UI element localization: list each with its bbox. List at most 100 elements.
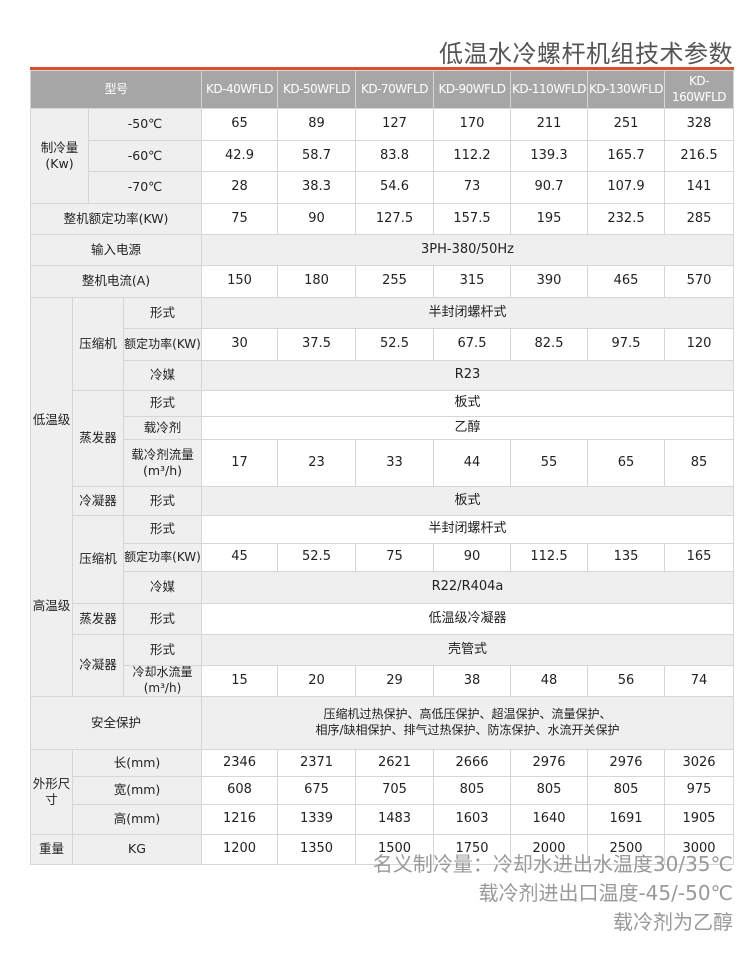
high-compressor-label: 压缩机 <box>73 516 123 603</box>
dimension-value: 1905 <box>665 805 733 834</box>
rated-power-value: 285 <box>665 204 733 234</box>
cooling-value: 328 <box>665 109 733 140</box>
dimension-label: 高(mm) <box>73 805 201 834</box>
flow-label: 载冷剂流量 (m³/h) <box>124 440 201 486</box>
dimension-label: 长(mm) <box>73 750 201 776</box>
low-compressor-power: 82.5 <box>511 329 587 360</box>
cooling-value: 38.3 <box>278 172 355 203</box>
type-label: 形式 <box>124 487 201 515</box>
current-value: 390 <box>511 266 587 297</box>
weight-value: 1750 <box>434 835 510 864</box>
high-condenser-label: 冷凝器 <box>73 635 123 696</box>
cooling-water-flow-value: 20 <box>278 666 355 696</box>
cooling-value: 112.2 <box>434 141 510 171</box>
power-label: 额定功率(KW) <box>124 544 201 571</box>
low-stage-label: 低温级 <box>31 298 72 543</box>
low-flow-value: 65 <box>588 440 664 486</box>
coolant-label: 载冷剂 <box>124 417 201 439</box>
cooling-value: 73 <box>434 172 510 203</box>
type-label: 形式 <box>124 516 201 543</box>
header-model: KD-40WFLD <box>202 71 277 108</box>
weight-value: 1200 <box>202 835 277 864</box>
dimension-value: 805 <box>511 777 587 804</box>
cooling-value: 251 <box>588 109 664 140</box>
temperature-label: -70℃ <box>89 172 201 203</box>
footnote: 名义制冷量：冷却水进出水温度30/35℃ <box>372 852 733 876</box>
cooling-water-flow-value: 48 <box>511 666 587 696</box>
cooling-value: 42.9 <box>202 141 277 171</box>
weight-value: 2000 <box>511 835 587 864</box>
header-model: KD-50WFLD <box>278 71 355 108</box>
cooling-value: 216.5 <box>665 141 733 171</box>
dimension-value: 1691 <box>588 805 664 834</box>
low-evaporator-type: 板式 <box>202 391 733 416</box>
type-label: 形式 <box>124 298 201 328</box>
accent-line <box>30 67 734 70</box>
high-compressor-type: 半封闭螺杆式 <box>202 516 733 543</box>
weight-value: 1500 <box>356 835 433 864</box>
cooling-water-flow-label: 冷却水流量(m³/h) <box>124 666 201 696</box>
footnote: 载冷剂为乙醇 <box>613 910 733 934</box>
current-value: 180 <box>278 266 355 297</box>
high-evaporator-type: 低温级冷凝器 <box>202 604 733 634</box>
high-compressor-power: 45 <box>202 544 277 571</box>
weight-value: 2500 <box>588 835 664 864</box>
cooling-value: 170 <box>434 109 510 140</box>
low-compressor-power: 30 <box>202 329 277 360</box>
dimension-value: 805 <box>434 777 510 804</box>
safety-value: 压缩机过热保护、高低压保护、超温保护、流量保护、 相序/缺相保护、排气过热保护、… <box>202 697 733 749</box>
low-compressor-power: 52.5 <box>356 329 433 360</box>
page-title: 低温水冷螺杆机组技术参数 <box>439 40 733 68</box>
low-flow-value: 85 <box>665 440 733 486</box>
cooling-value: 28 <box>202 172 277 203</box>
cooling-water-flow-value: 56 <box>588 666 664 696</box>
rated-power-label: 整机额定功率(KW) <box>31 204 201 234</box>
cooling-value: 65 <box>202 109 277 140</box>
cooling-value: 90.7 <box>511 172 587 203</box>
dimension-value: 1483 <box>356 805 433 834</box>
dimension-value: 1603 <box>434 805 510 834</box>
current-value: 150 <box>202 266 277 297</box>
low-condenser-type: 板式 <box>202 487 733 515</box>
header-model: KD-130WFLD <box>588 71 664 108</box>
rated-power-value: 195 <box>511 204 587 234</box>
dimension-value: 705 <box>356 777 433 804</box>
current-value: 315 <box>434 266 510 297</box>
dimension-value: 675 <box>278 777 355 804</box>
header-model: KD-110WFLD <box>511 71 587 108</box>
current-value: 570 <box>665 266 733 297</box>
weight-value: 1350 <box>278 835 355 864</box>
low-flow-value: 33 <box>356 440 433 486</box>
cooling-value: 139.3 <box>511 141 587 171</box>
low-compressor-power: 120 <box>665 329 733 360</box>
high-compressor-power: 90 <box>434 544 510 571</box>
low-compressor-power: 67.5 <box>434 329 510 360</box>
high-compressor-power: 52.5 <box>278 544 355 571</box>
header-model-label: 型号 <box>31 71 201 108</box>
high-condenser-type: 壳管式 <box>202 635 733 665</box>
high-refrigerant: R22/R404a <box>202 572 733 603</box>
weight-value: 3000 <box>665 835 733 864</box>
weight-label: 重量 <box>31 835 72 864</box>
cooling-value: 141 <box>665 172 733 203</box>
type-label: 形式 <box>124 391 201 416</box>
dimension-value: 2666 <box>434 750 510 776</box>
cooling-capacity-label: 制冷量(Kw) <box>31 109 88 203</box>
low-flow-value: 23 <box>278 440 355 486</box>
low-compressor-type: 半封闭螺杆式 <box>202 298 733 328</box>
cooling-value: 127 <box>356 109 433 140</box>
dimension-value: 805 <box>588 777 664 804</box>
high-compressor-power: 135 <box>588 544 664 571</box>
refrigerant-label: 冷媒 <box>124 572 201 603</box>
temperature-label: -50℃ <box>89 109 201 140</box>
low-flow-value: 44 <box>434 440 510 486</box>
cooling-value: 89 <box>278 109 355 140</box>
low-refrigerant: R23 <box>202 361 733 390</box>
dimension-value: 2621 <box>356 750 433 776</box>
power-supply-label: 输入电源 <box>31 235 201 265</box>
footnotes: 名义制冷量：冷却水进出水温度30/35℃ 载冷剂进出口温度-45/-50℃ 载冷… <box>373 850 733 937</box>
rated-power-value: 157.5 <box>434 204 510 234</box>
current-value: 465 <box>588 266 664 297</box>
cooling-water-flow-value: 38 <box>434 666 510 696</box>
low-condenser-label: 冷凝器 <box>73 487 123 515</box>
